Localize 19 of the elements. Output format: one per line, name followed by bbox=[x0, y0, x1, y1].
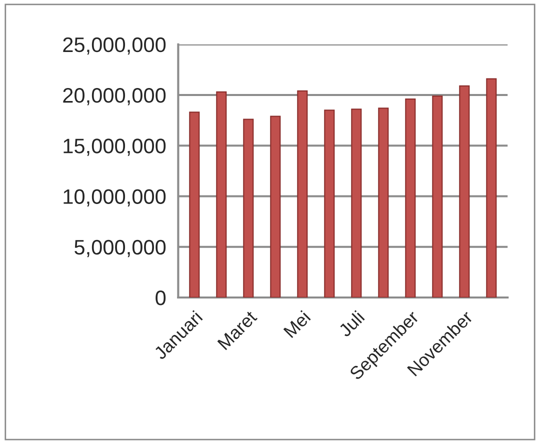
bar bbox=[270, 116, 281, 298]
y-tick-label: 15,000,000 bbox=[64, 138, 166, 156]
y-tick-label: 10,000,000 bbox=[64, 189, 166, 206]
x-tick-label: Mei bbox=[282, 310, 311, 338]
bar bbox=[486, 78, 497, 298]
y-tick-label: 0 bbox=[156, 290, 166, 306]
bar bbox=[216, 91, 227, 298]
bar bbox=[297, 90, 308, 298]
bar bbox=[351, 108, 362, 298]
bar bbox=[405, 98, 416, 298]
bar bbox=[378, 108, 389, 298]
y-tick-label: 25,000,000 bbox=[63, 37, 166, 55]
bar bbox=[189, 112, 200, 298]
y-tick-label: 5,000,000 bbox=[74, 240, 166, 258]
bar bbox=[243, 118, 254, 298]
bar bbox=[459, 85, 470, 298]
bar bbox=[324, 110, 335, 298]
y-tick-label: 20,000,000 bbox=[63, 88, 166, 106]
bar bbox=[432, 95, 443, 298]
